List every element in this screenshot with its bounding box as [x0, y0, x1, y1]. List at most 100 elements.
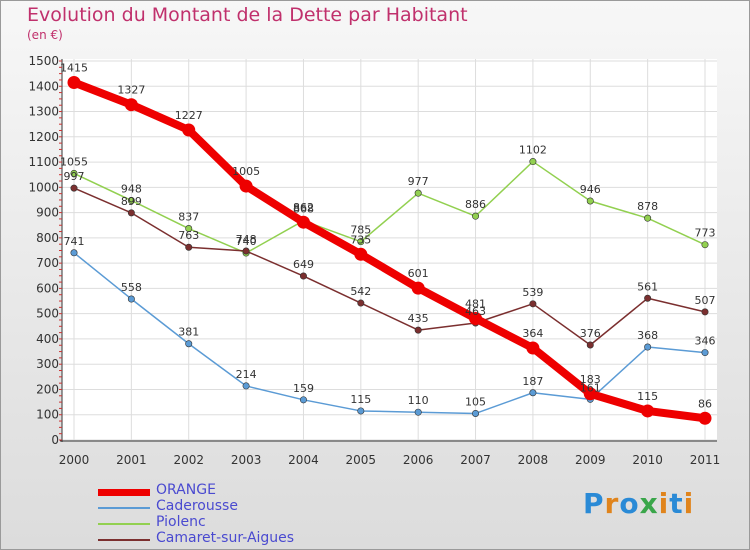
data-point [357, 299, 365, 307]
legend-swatch [98, 539, 150, 541]
x-tick-label: 2002 [173, 453, 204, 467]
y-tick-label: 1400 [28, 79, 59, 93]
data-point [185, 340, 193, 348]
data-label: 1055 [60, 155, 88, 168]
y-tick-label: 200 [36, 382, 59, 396]
data-label: 381 [178, 326, 199, 339]
data-point [124, 98, 138, 112]
logo-letter: P [583, 487, 605, 520]
data-point [354, 247, 368, 261]
data-label: 1415 [60, 61, 88, 74]
data-label: 481 [465, 297, 486, 310]
chart-subtitle: (en €) [27, 28, 63, 42]
y-tick-label: 1300 [28, 105, 59, 119]
legend-label: ORANGE [156, 482, 216, 498]
data-point [185, 243, 193, 251]
series-line-camaret-sur-aigues [73, 187, 706, 346]
data-point [242, 247, 250, 255]
logo-letter: o [619, 487, 640, 520]
data-point [299, 396, 307, 404]
data-label: 899 [121, 195, 142, 208]
data-label: 159 [293, 382, 314, 395]
logo-letter: i [683, 487, 695, 520]
y-tick-label: 1200 [28, 130, 59, 144]
data-label: 763 [178, 229, 199, 242]
data-label: 561 [637, 280, 658, 293]
y-tick-label: 0 [51, 433, 59, 447]
data-label: 946 [580, 183, 601, 196]
data-point [641, 404, 655, 418]
y-tick-label: 300 [36, 357, 59, 371]
data-label: 773 [695, 227, 716, 240]
data-label: 785 [350, 224, 371, 237]
data-label: 86 [698, 397, 712, 410]
data-point [414, 189, 422, 197]
legend-swatch [98, 488, 150, 496]
data-point [67, 75, 81, 89]
data-label: 105 [465, 395, 486, 408]
data-point [586, 197, 594, 205]
chart-title: Evolution du Montant de la Dette par Hab… [27, 4, 468, 26]
data-label: 878 [637, 200, 658, 213]
data-label: 435 [408, 312, 429, 325]
x-tick-label: 2006 [403, 453, 434, 467]
y-tick-label: 800 [36, 231, 59, 245]
data-label: 862 [293, 201, 314, 214]
data-label: 837 [178, 211, 199, 224]
legend-label: Camaret-sur-Aigues [156, 530, 295, 546]
legend-label: Piolenc [156, 514, 206, 530]
data-label: 649 [293, 258, 314, 271]
data-point [239, 179, 253, 193]
data-point [469, 311, 483, 325]
y-tick-label: 500 [36, 307, 59, 321]
legend-label: Caderousse [156, 498, 238, 514]
logo-letter: t [669, 487, 684, 520]
data-label: 507 [695, 294, 716, 307]
data-point [472, 212, 480, 220]
x-tick-label: 2010 [632, 453, 663, 467]
data-label: 1327 [117, 84, 145, 97]
data-label: 1227 [175, 109, 203, 122]
logo-letter: x [639, 487, 659, 520]
y-tick-label: 700 [36, 256, 59, 270]
data-point [242, 382, 250, 390]
y-tick-label: 100 [36, 408, 59, 422]
data-point [583, 387, 597, 401]
data-point [182, 123, 196, 137]
y-tick-label: 1500 [28, 54, 59, 68]
data-point [70, 184, 78, 192]
data-point [701, 349, 709, 357]
x-tick-label: 2001 [116, 453, 147, 467]
data-label: 376 [580, 327, 601, 340]
data-label: 346 [695, 335, 716, 348]
data-point [698, 411, 712, 425]
data-label: 601 [408, 267, 429, 280]
data-point [70, 249, 78, 257]
data-point [701, 241, 709, 249]
data-point [299, 272, 307, 280]
data-point [529, 300, 537, 308]
data-point [127, 196, 135, 204]
data-point [586, 341, 594, 349]
data-label: 463 [465, 305, 486, 318]
x-tick-label: 2000 [59, 453, 90, 467]
data-label: 1102 [519, 144, 547, 157]
legend-swatch [98, 507, 150, 509]
data-point [127, 295, 135, 303]
data-point [127, 209, 135, 217]
x-tick-label: 2011 [690, 453, 721, 467]
x-tick-label: 2007 [460, 453, 491, 467]
y-tick-label: 400 [36, 332, 59, 346]
proxiti-logo: Proxiti [583, 487, 694, 520]
data-label: 741 [64, 235, 85, 248]
data-point [357, 407, 365, 415]
y-tick-label: 600 [36, 281, 59, 295]
data-point [185, 225, 193, 233]
x-tick-label: 2008 [518, 453, 549, 467]
data-label: 539 [522, 286, 543, 299]
data-label: 868 [293, 203, 314, 216]
data-point [529, 158, 537, 166]
data-point [296, 215, 310, 229]
data-point [414, 408, 422, 416]
